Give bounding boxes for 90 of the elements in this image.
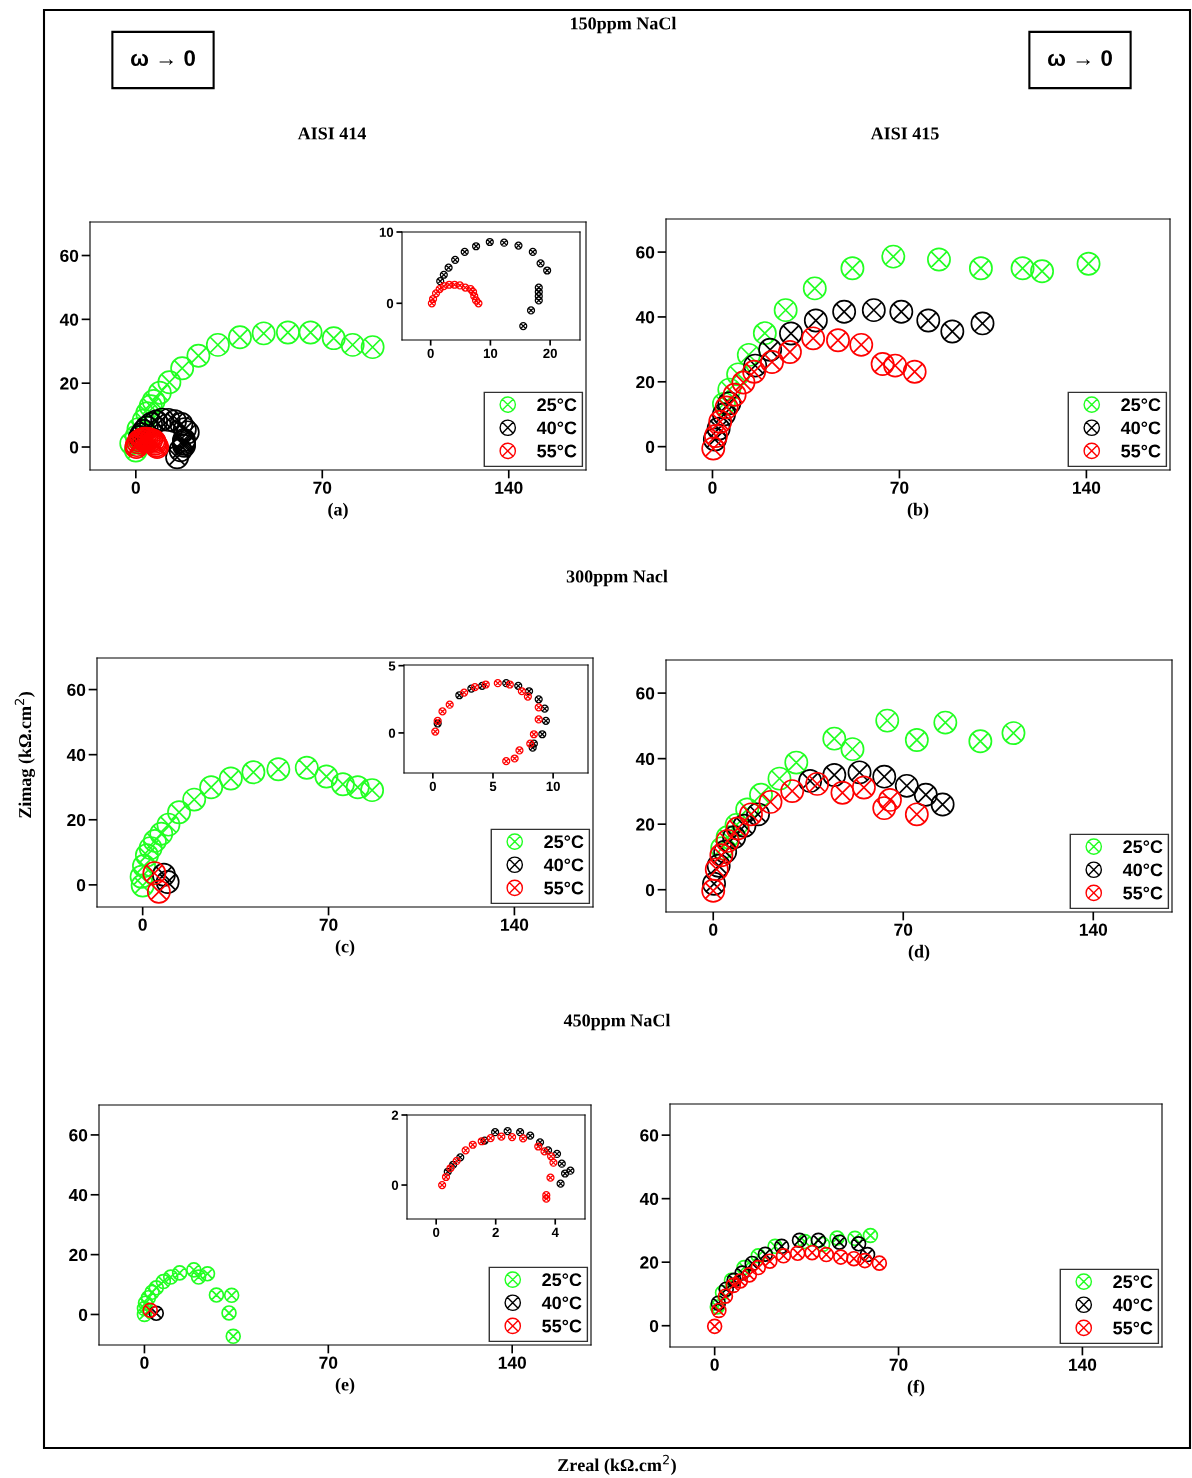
legend-label: 55°C: [542, 1319, 582, 1333]
legend-label: 40°C: [543, 858, 584, 872]
legend-label: 55°C: [537, 444, 577, 458]
y-tick-label: 60: [60, 249, 79, 262]
x-tick-label: 10: [546, 781, 560, 792]
x-tick-label: 0: [138, 918, 147, 931]
x-tick-label: 70: [313, 481, 332, 494]
x-axis-title: (b): [907, 502, 929, 520]
legend-label: 55°C: [1121, 444, 1161, 458]
y-tick-label: 20: [640, 1256, 659, 1269]
legend-label: 40°C: [541, 1296, 582, 1310]
x-axis-title: (c): [335, 939, 355, 957]
x-tick-label: 140: [1073, 481, 1101, 494]
legend-label: 25°C: [544, 835, 584, 849]
y-tick-label: 40: [59, 313, 79, 326]
text: ω → 0: [131, 50, 195, 66]
x-tick-label: 70: [319, 1356, 338, 1369]
x-tick-label: 10: [483, 348, 498, 359]
y-tick-label: 60: [640, 1129, 659, 1142]
x-tick-label: 140: [1069, 1358, 1097, 1371]
x-tick-label: 20: [543, 348, 557, 359]
x-axis-title: (e): [335, 1377, 355, 1395]
y-tick-label: 0: [388, 728, 396, 738]
x-tick-label: 140: [495, 481, 523, 494]
y-tick-label: 40: [639, 1192, 659, 1206]
legend-label: 25°C: [542, 1273, 582, 1287]
text: 300ppm Nacl: [566, 569, 668, 587]
legend-label: 40°C: [1122, 863, 1163, 877]
y-tick-label: 20: [67, 813, 86, 827]
x-tick-label: 0: [433, 1227, 440, 1238]
text: Zreal (kΩ.cm$^{2}$): [558, 1454, 676, 1475]
x-tick-label: 0: [710, 1358, 719, 1371]
text: Zimag (kΩ.cm$^{2}$): [14, 692, 35, 818]
legend-label: 25°C: [537, 398, 577, 412]
y-tick-label: 0: [78, 1308, 88, 1321]
x-tick-label: 0: [429, 781, 436, 792]
y-tick-label: 60: [636, 246, 655, 259]
text: 150ppm NaCl: [571, 16, 677, 34]
x-tick-label: 0: [427, 348, 434, 359]
y-tick-label: 40: [635, 311, 655, 324]
x-tick-label: 140: [501, 918, 529, 931]
y-tick-label: 5: [388, 661, 396, 671]
y-tick-label: 20: [69, 1248, 88, 1262]
x-tick-label: 0: [140, 1356, 149, 1369]
y-tick-label: 40: [635, 752, 655, 766]
y-tick-label: 40: [68, 1188, 88, 1202]
legend-label: 40°C: [1120, 421, 1161, 435]
x-tick-label: 70: [894, 923, 913, 936]
y-tick-label: 0: [645, 883, 655, 897]
text: AISI 414: [297, 127, 367, 140]
x-axis-title: (d): [908, 944, 930, 962]
y-tick-label: 0: [76, 879, 86, 892]
legend-label: 55°C: [544, 881, 584, 895]
x-tick-label: 140: [1079, 923, 1108, 936]
text: ω → 0: [1048, 50, 1112, 66]
y-tick-label: 0: [386, 298, 394, 309]
legend-label: 25°C: [1113, 1275, 1153, 1289]
x-tick-label: 5: [489, 781, 497, 792]
y-tick-label: 2: [391, 1110, 399, 1120]
x-tick-label: 70: [890, 481, 909, 494]
y-tick-label: 60: [636, 687, 655, 700]
legend-label: 55°C: [1113, 1321, 1153, 1335]
y-tick-label: 0: [645, 440, 655, 454]
y-tick-label: 60: [67, 683, 86, 697]
text: 450ppm NaCl: [563, 1013, 671, 1031]
legend-label: 40°C: [536, 421, 577, 435]
y-tick-label: 0: [391, 1180, 399, 1190]
legend-label: 25°C: [1123, 840, 1163, 854]
x-tick-label: 70: [889, 1358, 908, 1371]
y-tick-label: 20: [636, 818, 655, 831]
x-tick-label: 4: [551, 1227, 559, 1237]
x-axis-title: (f): [907, 1379, 925, 1397]
text: AISI 415: [870, 127, 939, 140]
y-tick-label: 0: [69, 441, 79, 454]
y-tick-label: 20: [636, 375, 655, 389]
y-tick-label: 60: [69, 1129, 88, 1142]
y-tick-label: 40: [66, 748, 86, 762]
legend-label: 55°C: [1123, 886, 1163, 900]
y-tick-label: 10: [379, 227, 394, 237]
legend-label: 40°C: [1112, 1298, 1153, 1312]
x-tick-label: 0: [131, 481, 140, 494]
x-axis-title: (a): [328, 502, 348, 520]
x-tick-label: 70: [319, 918, 338, 931]
x-tick-label: 140: [498, 1356, 526, 1369]
x-tick-label: 0: [708, 481, 717, 494]
x-tick-label: 0: [709, 923, 718, 936]
y-tick-label: 20: [60, 377, 79, 390]
legend-label: 25°C: [1121, 398, 1161, 412]
y-tick-label: 0: [649, 1319, 659, 1333]
x-tick-label: 2: [492, 1227, 499, 1237]
